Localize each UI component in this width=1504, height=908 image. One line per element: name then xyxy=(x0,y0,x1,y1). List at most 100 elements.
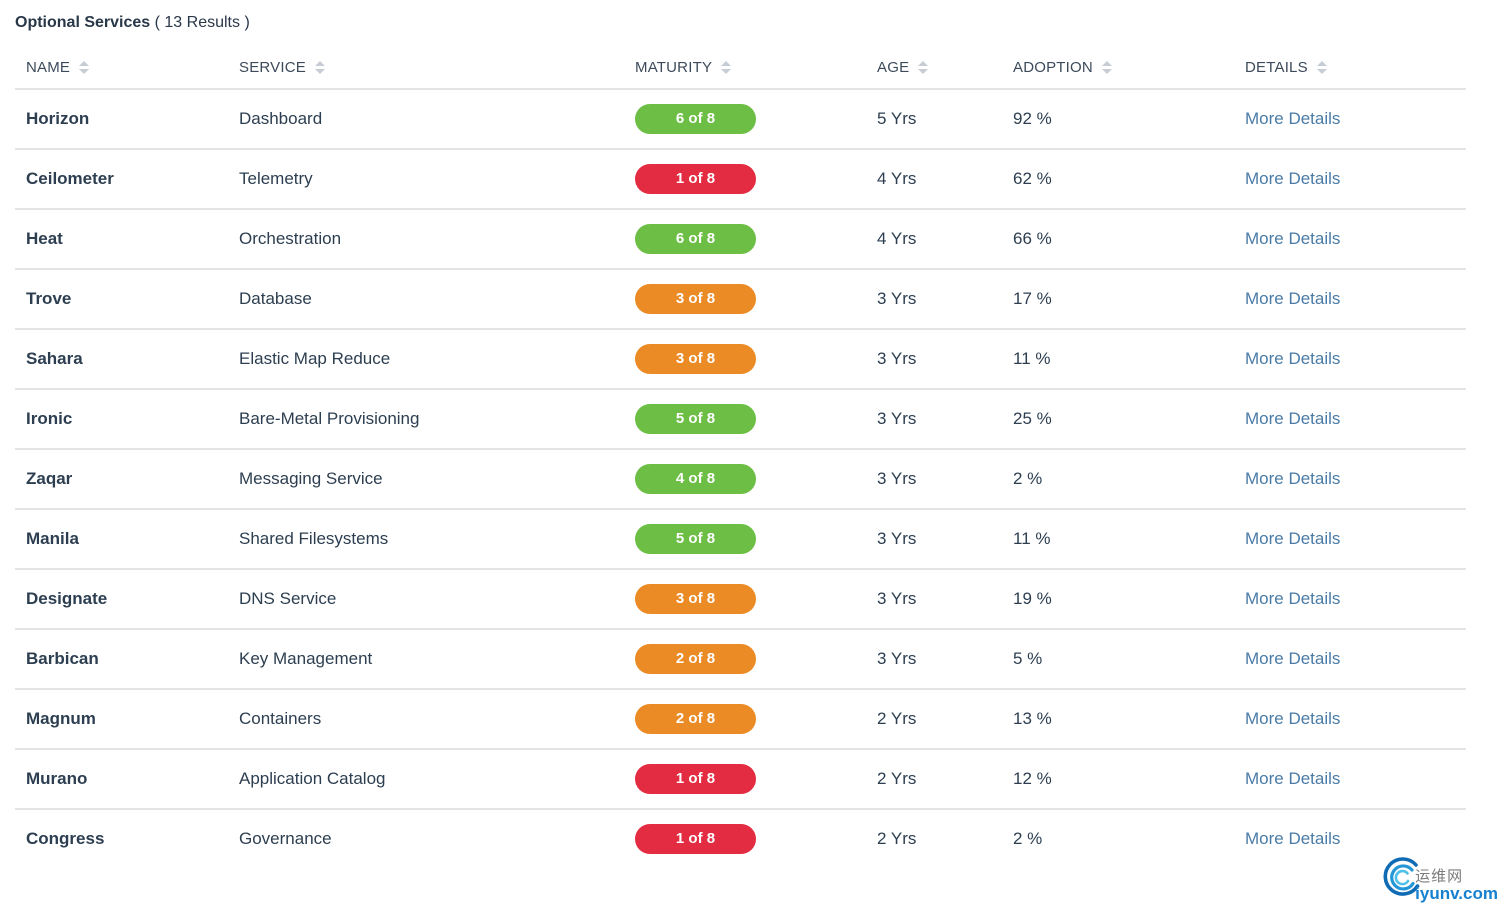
service-category: Key Management xyxy=(239,649,373,668)
service-name: Zaqar xyxy=(26,469,73,488)
maturity-badge: 5 of 8 xyxy=(635,404,756,434)
service-name: Horizon xyxy=(26,109,90,128)
service-age: 5 Yrs xyxy=(877,109,917,128)
service-adoption: 92 % xyxy=(1013,109,1052,128)
page-title-text: Optional Services xyxy=(15,14,151,31)
more-details-link[interactable]: More Details xyxy=(1245,289,1341,308)
column-header-details: DETAILS xyxy=(1234,59,1466,76)
sort-desc-icon xyxy=(314,69,325,74)
sort-asc-icon xyxy=(918,61,929,66)
table-row: Ironic Bare-Metal Provisioning 5 of 8 3 … xyxy=(15,388,1466,448)
service-adoption: 25 % xyxy=(1013,409,1052,428)
table-row: Designate DNS Service 3 of 8 3 Yrs 19 % … xyxy=(15,568,1466,628)
column-header-maturity[interactable]: MATURITY xyxy=(624,59,866,76)
service-adoption: 11 % xyxy=(1013,349,1051,368)
column-header-adoption[interactable]: ADOPTION xyxy=(1002,59,1234,76)
optional-services-table: NAME SERVICE MATURITY AGE ADOPTION xyxy=(15,47,1466,868)
service-adoption: 13 % xyxy=(1013,709,1052,728)
table-row: Horizon Dashboard 6 of 8 5 Yrs 92 % More… xyxy=(15,88,1466,148)
watermark-site-name: 运维网 xyxy=(1415,867,1464,885)
service-age: 3 Yrs xyxy=(877,529,917,548)
sort-asc-icon xyxy=(314,61,325,66)
service-category: Database xyxy=(239,289,312,308)
table-row: Trove Database 3 of 8 3 Yrs 17 % More De… xyxy=(15,268,1466,328)
service-category: Shared Filesystems xyxy=(239,529,389,548)
sort-icon[interactable] xyxy=(1316,61,1327,74)
sort-desc-icon xyxy=(721,69,732,74)
table-row: Zaqar Messaging Service 4 of 8 3 Yrs 2 %… xyxy=(15,448,1466,508)
sort-icon[interactable] xyxy=(79,61,90,74)
more-details-link[interactable]: More Details xyxy=(1245,769,1341,788)
table-row: Ceilometer Telemetry 1 of 8 4 Yrs 62 % M… xyxy=(15,148,1466,208)
table-row: Murano Application Catalog 1 of 8 2 Yrs … xyxy=(15,748,1466,808)
service-age: 2 Yrs xyxy=(877,709,917,728)
more-details-link[interactable]: More Details xyxy=(1245,829,1341,848)
more-details-link[interactable]: More Details xyxy=(1245,529,1341,548)
more-details-link[interactable]: More Details xyxy=(1245,169,1341,188)
service-age: 3 Yrs xyxy=(877,289,917,308)
service-category: Governance xyxy=(239,829,332,848)
service-name: Heat xyxy=(26,229,63,248)
service-adoption: 12 % xyxy=(1013,769,1052,788)
more-details-link[interactable]: More Details xyxy=(1245,109,1341,128)
table-row: Magnum Containers 2 of 8 2 Yrs 13 % More… xyxy=(15,688,1466,748)
service-name: Barbican xyxy=(26,649,99,668)
service-adoption: 66 % xyxy=(1013,229,1052,248)
service-age: 2 Yrs xyxy=(877,829,917,848)
watermark: 运维网 iyunv.com xyxy=(1375,852,1498,904)
service-name: Manila xyxy=(26,529,79,548)
maturity-badge: 1 of 8 xyxy=(635,824,756,854)
more-details-link[interactable]: More Details xyxy=(1245,709,1341,728)
service-adoption: 62 % xyxy=(1013,169,1052,188)
service-adoption: 11 % xyxy=(1013,529,1051,548)
sort-asc-icon xyxy=(721,61,732,66)
service-adoption: 2 % xyxy=(1013,469,1043,488)
maturity-badge: 3 of 8 xyxy=(635,344,756,374)
sort-desc-icon xyxy=(1316,69,1327,74)
sort-icon[interactable] xyxy=(1101,61,1112,74)
sort-desc-icon xyxy=(79,69,90,74)
service-name: Sahara xyxy=(26,349,83,368)
table-row: Heat Orchestration 6 of 8 4 Yrs 66 % Mor… xyxy=(15,208,1466,268)
more-details-link[interactable]: More Details xyxy=(1245,589,1341,608)
sort-asc-icon xyxy=(1101,61,1112,66)
service-name: Ironic xyxy=(26,409,73,428)
more-details-link[interactable]: More Details xyxy=(1245,349,1341,368)
more-details-link[interactable]: More Details xyxy=(1245,649,1341,668)
service-name: Murano xyxy=(26,769,88,788)
service-name: Congress xyxy=(26,829,105,848)
maturity-badge: 1 of 8 xyxy=(635,764,756,794)
service-adoption: 2 % xyxy=(1013,829,1043,848)
maturity-badge: 6 of 8 xyxy=(635,104,756,134)
more-details-link[interactable]: More Details xyxy=(1245,469,1341,488)
service-category: Containers xyxy=(239,709,322,728)
table-row: Barbican Key Management 2 of 8 3 Yrs 5 %… xyxy=(15,628,1466,688)
sort-asc-icon xyxy=(79,61,90,66)
page-title: Optional Services ( 13 Results ) xyxy=(0,0,1504,47)
sort-icon[interactable] xyxy=(314,61,325,74)
watermark-domain: iyunv.com xyxy=(1415,884,1498,904)
service-adoption: 17 % xyxy=(1013,289,1052,308)
service-age: 3 Yrs xyxy=(877,589,917,608)
sort-icon[interactable] xyxy=(918,61,929,74)
maturity-badge: 1 of 8 xyxy=(635,164,756,194)
service-age: 4 Yrs xyxy=(877,169,917,188)
maturity-badge: 2 of 8 xyxy=(635,704,756,734)
more-details-link[interactable]: More Details xyxy=(1245,229,1341,248)
service-category: Dashboard xyxy=(239,109,323,128)
service-category: Application Catalog xyxy=(239,769,386,788)
maturity-badge: 3 of 8 xyxy=(635,584,756,614)
more-details-link[interactable]: More Details xyxy=(1245,409,1341,428)
sort-icon[interactable] xyxy=(721,61,732,74)
service-category: Bare-Metal Provisioning xyxy=(239,409,420,428)
service-name: Trove xyxy=(26,289,72,308)
column-header-age[interactable]: AGE xyxy=(866,59,1002,76)
maturity-badge: 3 of 8 xyxy=(635,284,756,314)
table-row: Sahara Elastic Map Reduce 3 of 8 3 Yrs 1… xyxy=(15,328,1466,388)
maturity-badge: 2 of 8 xyxy=(635,644,756,674)
maturity-badge: 4 of 8 xyxy=(635,464,756,494)
service-age: 3 Yrs xyxy=(877,349,917,368)
service-age: 3 Yrs xyxy=(877,469,917,488)
table-header-row: NAME SERVICE MATURITY AGE ADOPTION xyxy=(15,47,1466,88)
maturity-badge: 5 of 8 xyxy=(635,524,756,554)
